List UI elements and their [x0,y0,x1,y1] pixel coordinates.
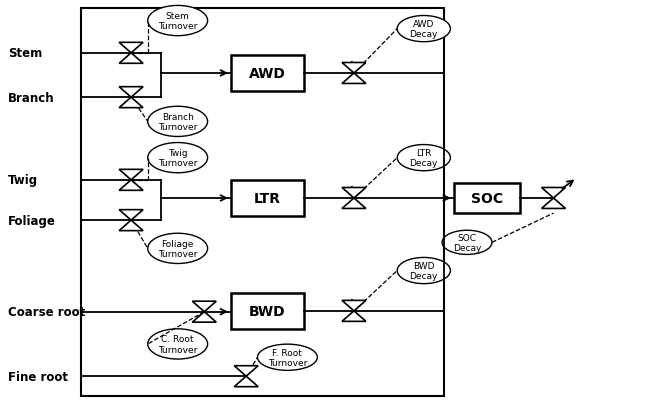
FancyBboxPatch shape [454,183,520,213]
Text: AWD: AWD [249,67,286,81]
Text: LTR: LTR [254,192,281,205]
Text: C. Root
Turnover: C. Root Turnover [158,335,197,354]
FancyBboxPatch shape [231,180,304,217]
Polygon shape [234,376,258,387]
Text: Stem: Stem [8,47,42,60]
Ellipse shape [148,6,208,36]
Text: Fine root: Fine root [8,370,68,383]
Text: AWD
Decay: AWD Decay [409,20,438,39]
Text: Coarse root: Coarse root [8,305,86,318]
Text: BWD: BWD [249,304,286,318]
Polygon shape [119,87,143,98]
Polygon shape [119,221,143,231]
Polygon shape [234,366,258,376]
Polygon shape [192,301,216,312]
Text: Twig
Turnover: Twig Turnover [158,149,197,168]
Polygon shape [542,188,566,198]
Text: Foliage
Turnover: Foliage Turnover [158,239,197,258]
Polygon shape [119,98,143,109]
FancyBboxPatch shape [231,55,304,92]
Text: Twig: Twig [8,174,38,187]
Text: Branch: Branch [8,92,55,104]
Text: BWD
Decay: BWD Decay [409,261,438,281]
Ellipse shape [148,329,208,359]
Polygon shape [192,312,216,322]
Polygon shape [542,198,566,209]
Ellipse shape [148,234,208,264]
Text: SOC: SOC [471,192,503,205]
Polygon shape [119,210,143,221]
Text: Stem
Turnover: Stem Turnover [158,12,197,31]
Ellipse shape [397,17,450,43]
Polygon shape [342,188,366,198]
Ellipse shape [148,143,208,173]
Text: F. Root
Turnover: F. Root Turnover [268,347,307,367]
Ellipse shape [442,231,492,255]
Polygon shape [342,63,366,74]
Polygon shape [119,180,143,191]
Polygon shape [342,74,366,84]
Ellipse shape [257,344,317,371]
Polygon shape [342,301,366,311]
FancyBboxPatch shape [231,293,304,329]
Ellipse shape [397,145,450,171]
Polygon shape [342,198,366,209]
Polygon shape [119,43,143,54]
Polygon shape [119,170,143,180]
Text: Branch
Turnover: Branch Turnover [158,112,197,132]
Polygon shape [342,311,366,322]
Text: SOC
Decay: SOC Decay [453,233,481,252]
Ellipse shape [397,258,450,284]
Polygon shape [119,54,143,64]
Text: LTR
Decay: LTR Decay [409,149,438,168]
Ellipse shape [148,107,208,137]
Text: Foliage: Foliage [8,214,56,227]
